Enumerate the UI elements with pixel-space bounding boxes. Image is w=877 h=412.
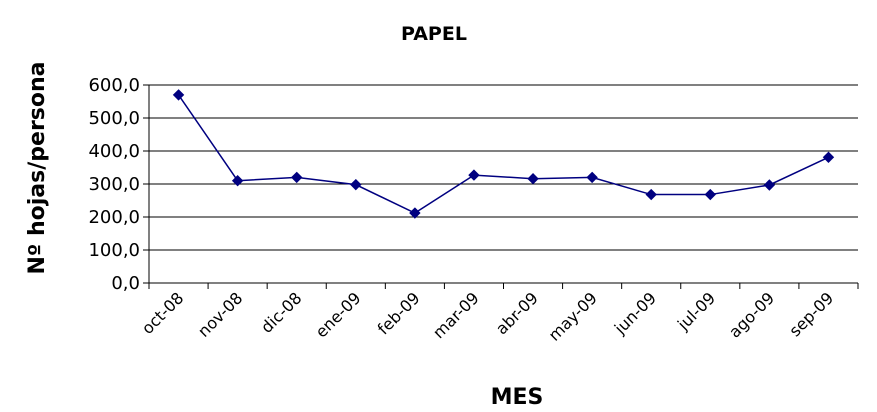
x-tick-label: oct-08: [138, 288, 187, 337]
series-line: [177, 94, 829, 214]
chart-title: PAPEL: [401, 23, 467, 45]
series-markers: [172, 89, 835, 219]
x-tick-label: feb-09: [374, 288, 424, 338]
y-tick-label: 300,0: [88, 174, 140, 195]
x-axis-title: MES: [491, 385, 544, 410]
data-point: [586, 171, 598, 184]
data-point: [645, 188, 657, 201]
data-point: [291, 171, 303, 184]
data-point: [172, 89, 185, 101]
data-point: [468, 169, 480, 181]
data-point: [350, 178, 362, 191]
x-tick-label: may-09: [545, 288, 601, 344]
data-point: [231, 174, 244, 187]
x-tick-label: jul-09: [673, 288, 719, 334]
x-tick-label: sep-09: [785, 288, 837, 340]
y-tick-label: 600,0: [88, 75, 140, 96]
data-point: [527, 173, 539, 185]
data-point: [704, 188, 716, 201]
axes: [143, 84, 859, 289]
series-line-path: [177, 94, 829, 214]
data-point: [763, 179, 776, 191]
x-tick-label: ene-09: [312, 288, 365, 341]
x-tick-label: ago-09: [725, 288, 778, 341]
gridlines: [149, 84, 858, 251]
y-tick-label: 100,0: [88, 240, 140, 261]
x-tick-label: mar-09: [429, 288, 483, 342]
y-tick-labels: 0,0 100,0 200,0 300,0 400,0 500,0 600,0: [88, 75, 140, 294]
x-tick-labels: oct-08 nov-08 dic-08 ene-09 feb-09 mar-09 abr-…: [138, 288, 837, 344]
x-tick-label: abr-09: [492, 288, 542, 338]
x-tick-label: jun-09: [610, 288, 660, 338]
data-point: [409, 207, 421, 219]
y-tick-label: 500,0: [88, 108, 140, 129]
y-tick-label: 200,0: [88, 207, 140, 228]
data-point: [822, 151, 835, 163]
x-tick-label: nov-08: [194, 288, 246, 340]
x-tick-label: dic-08: [257, 288, 305, 336]
y-axis-title: Nº hojas/persona: [25, 61, 50, 274]
y-tick-label: 0,0: [111, 273, 140, 294]
y-tick-label: 400,0: [88, 141, 140, 162]
